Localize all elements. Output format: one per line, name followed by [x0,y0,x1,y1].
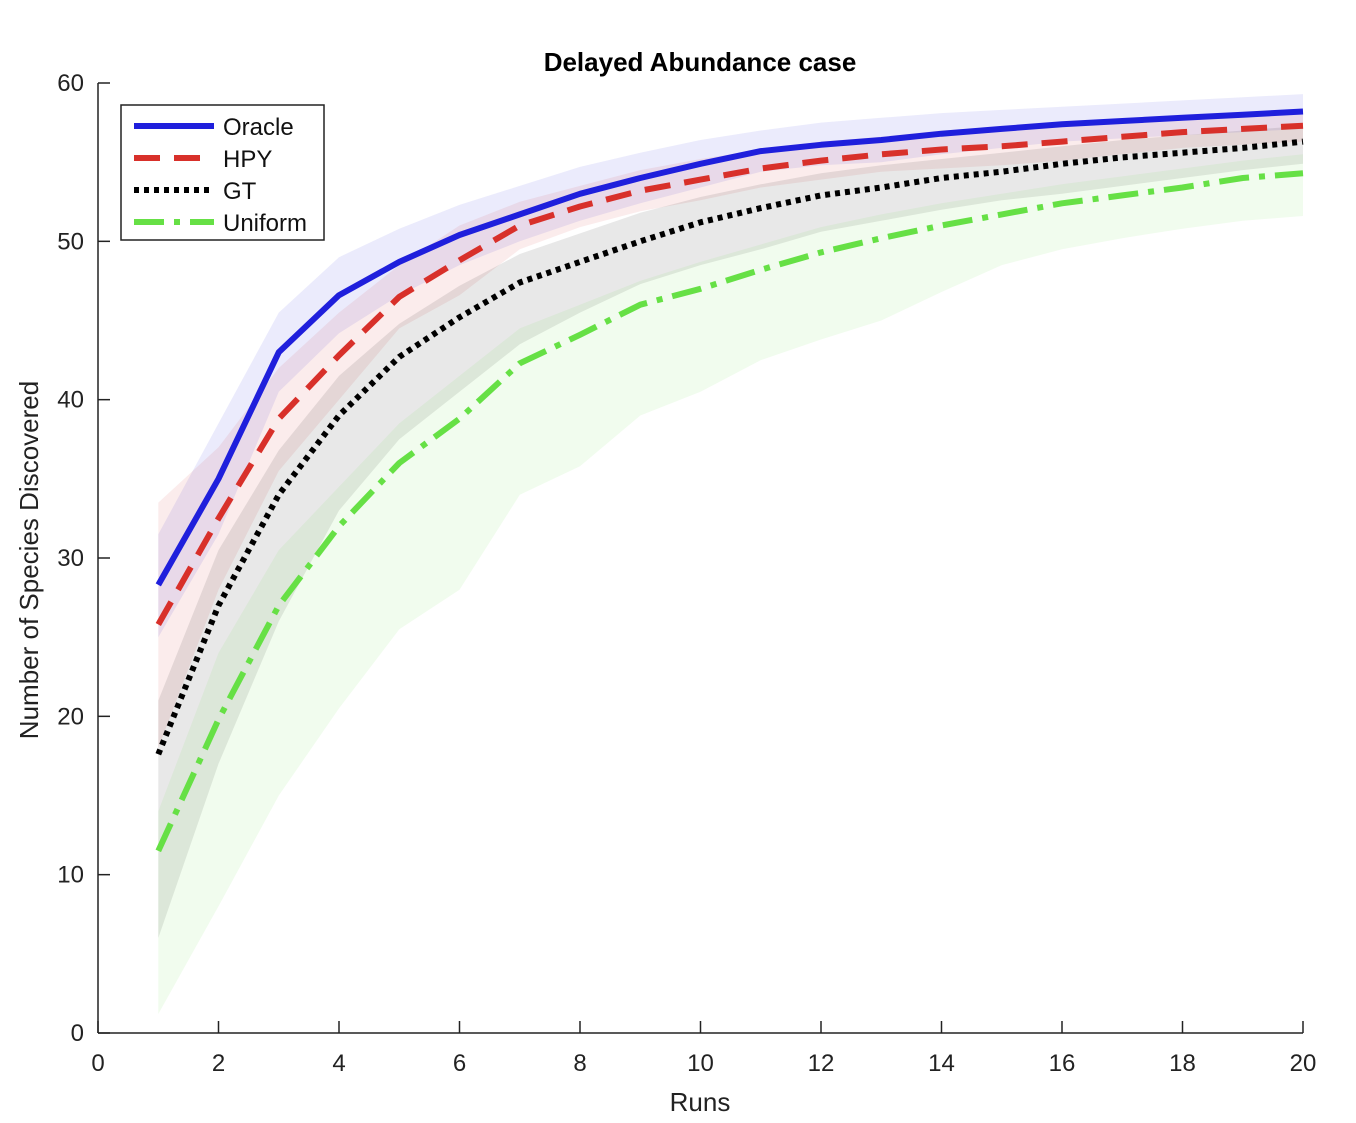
series-lines [155,108,1304,853]
confidence-bands [158,94,1303,1015]
x-tick-label: 12 [808,1050,835,1077]
y-tick-label: 30 [57,545,84,572]
series-line-gt [155,138,1304,756]
x-tick-label: 2 [212,1050,225,1077]
y-tick-label: 40 [57,387,84,414]
y-tick-label: 60 [57,70,84,97]
band-oracle [158,94,1303,638]
band-uniform [158,154,1303,1015]
y-tick-label: 10 [57,862,84,889]
y-tick-label: 50 [57,228,84,255]
axes: 0 2 4 6 8 10 12 14 16 18 20 0 10 20 30 40 50 60 [57,70,1316,1077]
legend: Oracle HPY GT Uniform [120,104,325,241]
chart-title: Delayed Abundance case [544,47,857,77]
series-line-uniform [155,170,1304,853]
series-line-hpy [155,122,1304,626]
x-tick-label: 20 [1290,1050,1317,1077]
x-tick-label: 6 [453,1050,466,1077]
x-tick-label: 18 [1169,1050,1196,1077]
x-tick-label: 0 [91,1050,104,1077]
x-axis-label: Runs [670,1087,731,1117]
x-tick-label: 8 [573,1050,586,1077]
legend-label-hpy: HPY [223,146,272,173]
y-axis-label: Number of Species Discovered [14,381,44,739]
y-tick-label: 0 [71,1020,84,1047]
x-tick-label: 4 [332,1050,345,1077]
x-tick-label: 14 [928,1050,955,1077]
x-tick-label: 16 [1049,1050,1076,1077]
series-line-oracle [155,108,1304,587]
legend-label-gt: GT [223,178,257,205]
legend-label-uniform: Uniform [223,210,307,237]
x-tick-label: 10 [687,1050,714,1077]
legend-label-oracle: Oracle [223,114,294,141]
y-tick-label: 20 [57,703,84,730]
